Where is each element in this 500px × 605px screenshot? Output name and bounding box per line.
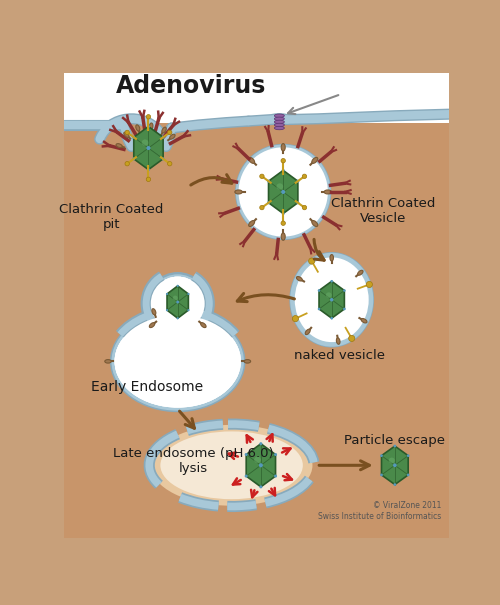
Ellipse shape <box>112 312 244 411</box>
Circle shape <box>176 285 179 287</box>
Ellipse shape <box>290 252 374 347</box>
Ellipse shape <box>170 134 175 139</box>
Circle shape <box>296 201 300 204</box>
Bar <box>156 304 200 323</box>
Circle shape <box>308 258 315 264</box>
Circle shape <box>260 174 264 178</box>
Text: Particle escape: Particle escape <box>344 434 446 447</box>
Circle shape <box>147 168 150 171</box>
Ellipse shape <box>330 255 334 261</box>
Circle shape <box>168 130 172 135</box>
Circle shape <box>176 301 179 304</box>
Ellipse shape <box>152 309 156 315</box>
Circle shape <box>151 276 204 330</box>
Ellipse shape <box>312 157 318 163</box>
Ellipse shape <box>274 123 284 126</box>
Circle shape <box>162 157 164 160</box>
Ellipse shape <box>162 127 166 133</box>
Text: Early Endosome: Early Endosome <box>91 380 203 394</box>
Ellipse shape <box>136 125 140 131</box>
Text: © ViralZone 2011
Swiss Institute of Bioinformatics: © ViralZone 2011 Swiss Institute of Bioi… <box>318 502 441 521</box>
Ellipse shape <box>295 257 368 342</box>
Circle shape <box>318 308 320 310</box>
Polygon shape <box>246 443 276 487</box>
Ellipse shape <box>276 183 283 190</box>
Circle shape <box>292 316 298 322</box>
Ellipse shape <box>324 190 332 194</box>
Circle shape <box>380 474 383 476</box>
Circle shape <box>147 125 150 128</box>
Circle shape <box>302 205 306 210</box>
Ellipse shape <box>151 425 312 506</box>
Circle shape <box>238 147 328 237</box>
Ellipse shape <box>281 143 285 151</box>
Ellipse shape <box>150 123 153 129</box>
Circle shape <box>188 309 190 311</box>
Ellipse shape <box>388 457 395 463</box>
Circle shape <box>166 309 168 311</box>
Ellipse shape <box>110 310 246 412</box>
Circle shape <box>146 114 150 119</box>
Circle shape <box>236 145 330 240</box>
Ellipse shape <box>312 221 318 226</box>
Circle shape <box>188 293 190 295</box>
Polygon shape <box>167 286 188 318</box>
Text: naked vesicle: naked vesicle <box>294 350 385 362</box>
Ellipse shape <box>105 359 112 363</box>
Circle shape <box>274 453 277 456</box>
Circle shape <box>168 162 172 166</box>
Polygon shape <box>319 281 344 318</box>
Ellipse shape <box>305 329 310 335</box>
Circle shape <box>151 276 204 330</box>
Circle shape <box>296 180 300 183</box>
Circle shape <box>302 174 306 178</box>
Circle shape <box>244 453 248 456</box>
Circle shape <box>330 298 334 301</box>
Circle shape <box>330 317 333 319</box>
Circle shape <box>343 308 345 310</box>
Circle shape <box>146 272 210 335</box>
Ellipse shape <box>200 322 206 327</box>
Circle shape <box>407 454 410 457</box>
Circle shape <box>318 289 320 292</box>
Circle shape <box>281 221 285 226</box>
Circle shape <box>282 212 284 215</box>
Ellipse shape <box>326 292 332 298</box>
Circle shape <box>267 201 270 204</box>
Ellipse shape <box>114 315 241 408</box>
Circle shape <box>282 169 284 172</box>
Circle shape <box>380 454 383 457</box>
Circle shape <box>125 162 130 166</box>
Ellipse shape <box>235 190 242 194</box>
Circle shape <box>166 293 168 295</box>
Circle shape <box>281 190 285 194</box>
Ellipse shape <box>274 114 284 117</box>
Ellipse shape <box>173 296 178 301</box>
Circle shape <box>125 130 130 135</box>
Circle shape <box>176 317 179 319</box>
Circle shape <box>259 463 263 467</box>
Ellipse shape <box>361 318 367 323</box>
Text: Late endosome (pH 6.0)
lysis: Late endosome (pH 6.0) lysis <box>113 448 274 476</box>
Ellipse shape <box>114 315 241 408</box>
Ellipse shape <box>274 126 284 130</box>
Circle shape <box>151 276 204 330</box>
Circle shape <box>132 157 136 160</box>
Text: Adenovirus: Adenovirus <box>116 74 266 99</box>
Circle shape <box>393 463 396 467</box>
Circle shape <box>348 335 355 341</box>
Circle shape <box>394 483 396 486</box>
Ellipse shape <box>160 431 303 499</box>
Ellipse shape <box>244 359 250 363</box>
Circle shape <box>366 281 372 287</box>
Circle shape <box>260 442 262 445</box>
Ellipse shape <box>274 117 284 120</box>
Ellipse shape <box>290 253 374 347</box>
Text: Clathrin Coated
pit: Clathrin Coated pit <box>60 203 164 231</box>
Circle shape <box>146 177 150 182</box>
Circle shape <box>343 289 345 292</box>
Circle shape <box>132 136 136 139</box>
Bar <box>156 304 200 323</box>
Circle shape <box>281 159 285 163</box>
Ellipse shape <box>150 322 155 327</box>
